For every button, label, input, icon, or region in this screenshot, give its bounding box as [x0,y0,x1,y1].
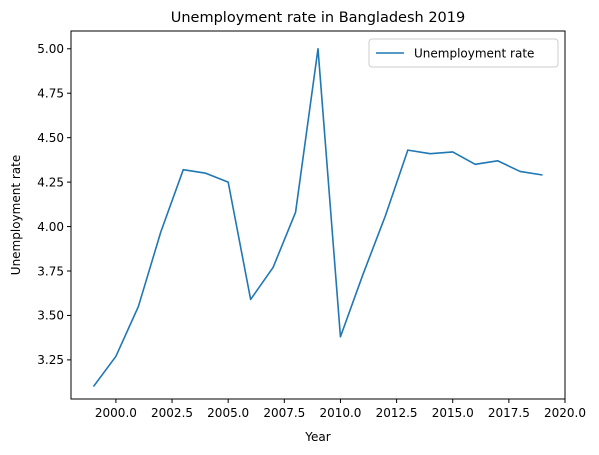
y-tick-label: 4.00 [37,220,64,234]
data-point [160,231,162,233]
data-point [362,274,364,276]
data-point [385,215,387,217]
x-tick-label: 2007.5 [263,406,305,420]
legend-label: Unemployment rate [414,47,534,61]
y-tick-label: 4.50 [37,131,64,145]
series-line [92,47,543,388]
data-point [542,174,544,176]
y-tick-label: 3.50 [37,309,64,323]
data-point [182,169,184,171]
data-point [115,356,117,358]
x-tick-label: 2020.0 [544,406,586,420]
x-axis: 2000.0 2002.5 2005.0 2007.5 2010.0 2012.5 2015… [95,399,586,420]
data-point [272,267,274,269]
chart-title: Unemployment rate in Bangladesh 2019 [171,10,465,26]
data-point [93,386,95,388]
legend-box [368,38,559,68]
plot-frame [70,30,566,400]
x-tick-label: 2015.0 [432,406,474,420]
data-point [227,181,229,183]
plot-area [92,47,544,388]
data-point [497,160,499,162]
y-axis: 3.25 3.50 3.75 4.00 4.25 4.50 4.75 5.00 [37,42,71,367]
data-point [407,149,409,151]
y-tick-label: 5.00 [37,42,64,56]
data-point [429,153,431,155]
y-tick-label: 4.25 [37,175,64,189]
data-point [138,306,140,308]
data-point [250,299,252,301]
data-point [295,212,297,214]
x-tick-label: 2002.5 [151,406,193,420]
x-tick-label: 2010.0 [319,406,361,420]
y-axis-label: Unemployment rate [9,155,23,275]
data-point [205,172,207,174]
x-tick-label: 2012.5 [376,406,418,420]
legend: Unemployment rate [368,38,559,68]
y-tick-label: 3.25 [37,353,64,367]
x-tick-label: 2000.0 [95,406,137,420]
data-point [317,48,319,50]
x-tick-label: 2005.0 [207,406,249,420]
data-point [474,164,476,166]
data-point [452,151,454,153]
x-tick-label: 2017.5 [488,406,530,420]
data-point [340,336,342,338]
x-axis-label: Year [304,430,330,444]
y-tick-label: 3.75 [37,264,64,278]
data-point [519,171,521,173]
y-tick-label: 4.75 [37,87,64,101]
